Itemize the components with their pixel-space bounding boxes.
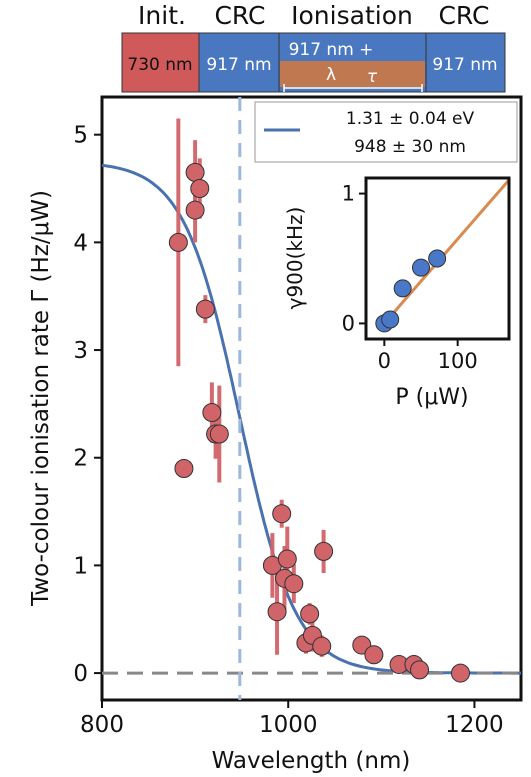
header-crc-2: CRC: [438, 1, 489, 30]
data-point: [174, 458, 194, 478]
data-point: [168, 232, 188, 252]
block-crc-2: [425, 32, 506, 93]
data-point: [312, 636, 332, 656]
inset-x-tick-label: 100: [438, 349, 478, 373]
legend-box: [254, 101, 518, 163]
block-crc-1: [198, 32, 280, 93]
tau-label: τ: [367, 67, 378, 87]
data-point: [185, 162, 205, 182]
data-point: [277, 549, 297, 569]
inset-fit-line: [383, 178, 511, 325]
lambda-label: λ: [326, 65, 336, 85]
y-tick-label: 1: [73, 553, 88, 579]
legend-line-2: 948 ± 30 nm: [354, 137, 466, 157]
data-point: [185, 200, 205, 220]
inset-x-tick-label: 0: [378, 349, 391, 373]
header-ionisation: Ionisation: [291, 1, 413, 30]
y-axis-label: Two-colour ionisation rate Γ (Hz/μW): [28, 190, 54, 607]
inset-frame: [364, 176, 511, 341]
inset-data-point: [393, 279, 412, 298]
plot-frame: [100, 95, 523, 702]
inset-y-tick-label: 1: [342, 182, 355, 206]
data-point: [450, 663, 470, 683]
x-tick-label: 800: [80, 712, 124, 738]
header-crc-1: CRC: [214, 1, 265, 30]
data-point: [272, 504, 292, 524]
data-point: [267, 602, 287, 622]
data-point: [300, 604, 320, 624]
block-crc-2-label: 917 nm: [432, 55, 497, 75]
inset-y-tick-label: 0: [342, 311, 355, 335]
legend: 1.31 ± 0.04 eV 948 ± 30 nm: [254, 101, 518, 163]
x-tick-label: 1200: [445, 712, 504, 738]
y-tick-label: 0: [73, 661, 88, 687]
block-ionisation-label: 917 nm +: [289, 40, 374, 60]
header-init: Init.: [138, 1, 186, 30]
legend-line-1: 1.31 ± 0.04 eV: [346, 109, 475, 129]
x-axis-label: Wavelength (nm): [212, 748, 411, 774]
block-crc-1-label: 917 nm: [206, 55, 271, 75]
data-point: [364, 645, 384, 665]
data-point: [410, 660, 430, 680]
data-point: [190, 179, 210, 199]
block-init-label: 730 nm: [127, 55, 192, 75]
inset-x-axis-label: P (μW): [395, 385, 468, 410]
pulse-sequence: Init. CRC Ionisation CRC 730 nm 917 nm 9…: [121, 1, 506, 93]
inset-plot: 0 100 0 1 P (μW) γ900(kHz): [283, 176, 511, 410]
y-tick-label: 4: [73, 230, 88, 256]
data-point: [209, 424, 229, 444]
y-tick-label: 3: [73, 338, 88, 364]
block-init: [121, 32, 200, 93]
data-point: [314, 541, 334, 561]
y-tick-label: 2: [73, 446, 88, 472]
inset-y-axis-label: γ900(kHz): [283, 207, 307, 310]
inset-data-point: [428, 249, 447, 268]
block-ionisation-sub: [280, 61, 425, 87]
data-point: [195, 299, 215, 319]
data-point: [284, 574, 304, 594]
data-point: [202, 402, 222, 422]
x-tick-label: 1000: [259, 712, 318, 738]
y-tick-label: 5: [73, 123, 88, 149]
inset-data-point: [381, 310, 400, 329]
inset-data-point: [412, 258, 430, 277]
